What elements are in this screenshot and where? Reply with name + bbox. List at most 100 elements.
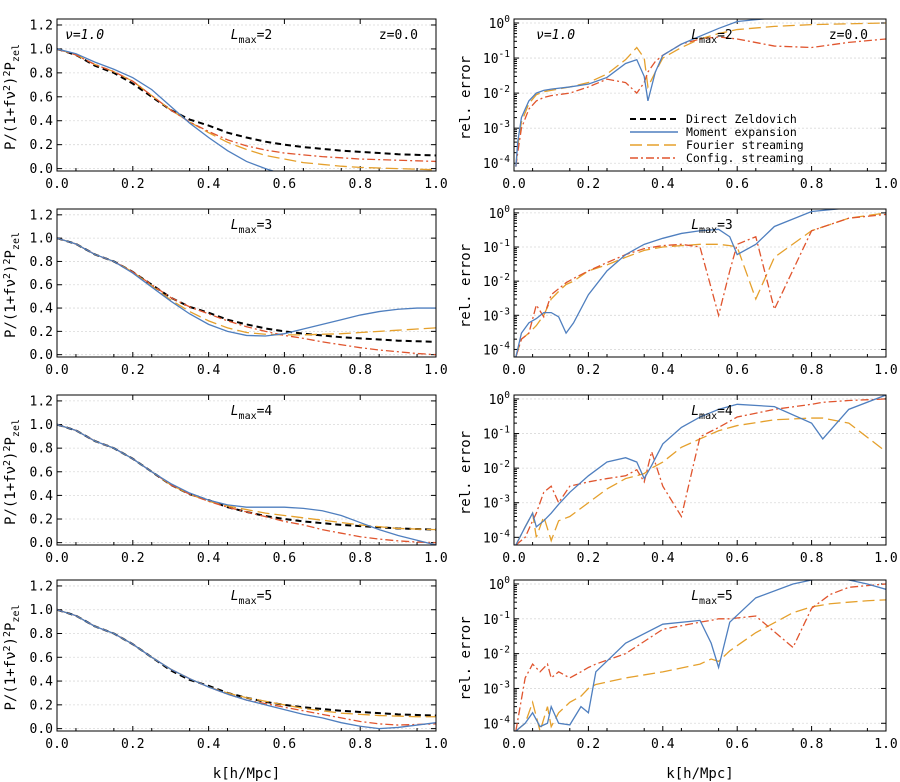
right-y-tick-label-3-0: 10-4 <box>483 714 510 732</box>
right-x-tick-label-0-3: 0.6 <box>725 177 748 192</box>
left-x-tick-label-2-2: 0.4 <box>197 551 221 566</box>
legend-entry-label-3: Config. streaming <box>686 151 804 165</box>
left-y-tick-label-3-3: 0.6 <box>30 651 53 666</box>
left-y-tick-label-0-5: 1.0 <box>30 42 53 57</box>
left-y-tick-label-1-2: 0.4 <box>30 302 54 317</box>
right-y-tick-label-0-3: 10-1 <box>483 49 510 67</box>
error-series-moment-3 <box>515 580 886 731</box>
left-x-tick-label-3-5: 1.0 <box>424 737 447 752</box>
right-x-tick-label-2-3: 0.6 <box>725 551 748 566</box>
right-y-tick-label-2-1: 10-3 <box>483 494 510 512</box>
left-y-tick-label-2-1: 0.2 <box>30 513 53 528</box>
left-x-tick-label-3-0: 0.0 <box>45 737 68 752</box>
left-x-tick-label-3-4: 0.8 <box>348 737 371 752</box>
right-y-tick-label-0-4: 100 <box>489 14 511 32</box>
left-x-tick-label-3-3: 0.6 <box>273 737 296 752</box>
left-y-tick-label-0-0: 0.0 <box>30 162 53 177</box>
right-x-tick-label-2-0: 0.0 <box>502 551 525 566</box>
left-x-tick-label-0-5: 1.0 <box>424 177 447 192</box>
ratio-series-moment-2 <box>57 423 436 545</box>
left-x-tick-label-1-0: 0.0 <box>45 363 68 378</box>
left-y-tick-label-2-5: 1.0 <box>30 418 53 433</box>
left-panel-frame-2 <box>56 394 437 546</box>
right-x-tick-label-3-5: 1.0 <box>874 737 897 752</box>
left-y-tick-label-3-6: 1.2 <box>30 579 53 594</box>
left-ylabel-2: P/(1+fν2)2Pzel <box>2 419 22 525</box>
left-y-tick-label-2-4: 0.8 <box>30 442 53 457</box>
right-x-tick-label-1-2: 0.4 <box>651 363 675 378</box>
left-x-tick-label-2-3: 0.6 <box>273 551 296 566</box>
left-lmax-label-1: Lmax=3 <box>231 218 273 236</box>
right-x-tick-label-3-2: 0.4 <box>651 737 675 752</box>
left-x-tick-label-0-0: 0.0 <box>45 177 68 192</box>
left-x-tick-label-0-2: 0.4 <box>197 177 221 192</box>
right-y-tick-label-1-2: 10-2 <box>483 272 510 290</box>
left-ylabel-0: P/(1+fν2)2Pzel <box>2 44 22 150</box>
right-x-tick-label-2-4: 0.8 <box>800 551 823 566</box>
right-y-tick-label-0-1: 10-3 <box>483 119 510 137</box>
right-z-label: z=0.0 <box>829 28 868 43</box>
ratio-series-config-2 <box>57 423 436 544</box>
left-lmax-label-2: Lmax=4 <box>231 404 273 422</box>
left-y-tick-label-0-2: 0.4 <box>30 114 54 129</box>
right-panel-frame-1 <box>513 208 887 358</box>
error-series-moment-0 <box>515 19 770 167</box>
ratio-series-fourier-0 <box>57 48 436 171</box>
right-y-tick-label-2-0: 10-4 <box>483 528 510 546</box>
ratio-series-moment-3 <box>57 609 436 730</box>
left-x-tick-label-0-3: 0.6 <box>273 177 296 192</box>
right-x-tick-label-3-3: 0.6 <box>725 737 748 752</box>
left-panel-frame-1 <box>56 208 437 358</box>
right-y-tick-label-3-2: 10-2 <box>483 645 510 663</box>
right-panel-frame-3 <box>513 579 887 732</box>
left-panel-frame-3 <box>56 579 437 732</box>
ratio-series-zeldovich-2 <box>57 423 436 531</box>
right-lmax-label-1: Lmax=3 <box>691 218 733 236</box>
left-x-tick-label-2-5: 1.0 <box>424 551 447 566</box>
left-x-tick-label-1-3: 0.6 <box>273 363 296 378</box>
error-series-config-0 <box>515 36 886 167</box>
left-y-tick-label-3-0: 0.0 <box>30 722 53 737</box>
left-y-tick-label-3-2: 0.4 <box>30 675 54 690</box>
left-nu-label: ν=1.0 <box>65 28 104 43</box>
right-x-tick-label-1-0: 0.0 <box>502 363 525 378</box>
legend-entry-label-0: Direct Zeldovich <box>686 112 797 126</box>
ratio-series-zeldovich-0 <box>57 47 436 157</box>
right-x-tick-label-0-5: 1.0 <box>874 177 897 192</box>
error-series-fourier-1 <box>515 212 886 357</box>
left-x-tick-label-0-1: 0.2 <box>121 177 144 192</box>
left-x-tick-label-1-2: 0.4 <box>197 363 221 378</box>
right-x-tick-label-1-1: 0.2 <box>577 363 600 378</box>
right-y-tick-label-2-3: 10-1 <box>483 425 510 443</box>
left-y-tick-label-0-3: 0.6 <box>30 90 53 105</box>
right-y-tick-label-1-0: 10-4 <box>483 340 510 358</box>
right-y-tick-label-3-1: 10-3 <box>483 679 510 697</box>
ratio-series-config-0 <box>57 48 436 163</box>
right-lmax-label-0: Lmax=2 <box>691 28 733 46</box>
error-series-config-3 <box>515 583 886 731</box>
right-x-tick-label-3-4: 0.8 <box>800 737 823 752</box>
left-x-tick-label-1-4: 0.8 <box>348 363 371 378</box>
left-x-tick-label-2-1: 0.2 <box>121 551 144 566</box>
left-y-tick-label-0-6: 1.2 <box>30 18 53 33</box>
error-series-config-1 <box>515 213 886 357</box>
error-series-fourier-2 <box>515 417 886 545</box>
left-y-tick-label-1-1: 0.2 <box>30 325 53 340</box>
ratio-series-config-1 <box>57 237 436 356</box>
left-ylabel-3: P/(1+fν2)2Pzel <box>2 604 22 710</box>
left-y-tick-label-0-4: 0.8 <box>30 66 53 81</box>
right-x-tick-label-1-5: 1.0 <box>874 363 897 378</box>
right-panel-frame-0 <box>513 18 887 172</box>
ratio-series-fourier-1 <box>57 237 436 336</box>
legend-entry-label-1: Moment expansion <box>686 125 797 139</box>
right-x-tick-label-0-2: 0.4 <box>651 177 675 192</box>
left-y-tick-label-1-5: 1.0 <box>30 232 53 247</box>
right-y-tick-label-2-2: 10-2 <box>483 459 510 477</box>
left-y-tick-label-1-3: 0.6 <box>30 278 53 293</box>
ratio-series-moment-0 <box>57 48 276 171</box>
right-x-tick-label-3-1: 0.2 <box>577 737 600 752</box>
left-y-tick-label-2-2: 0.4 <box>30 489 54 504</box>
left-x-tick-label-2-4: 0.8 <box>348 551 371 566</box>
right-ylabel-3: rel. error <box>458 616 474 700</box>
